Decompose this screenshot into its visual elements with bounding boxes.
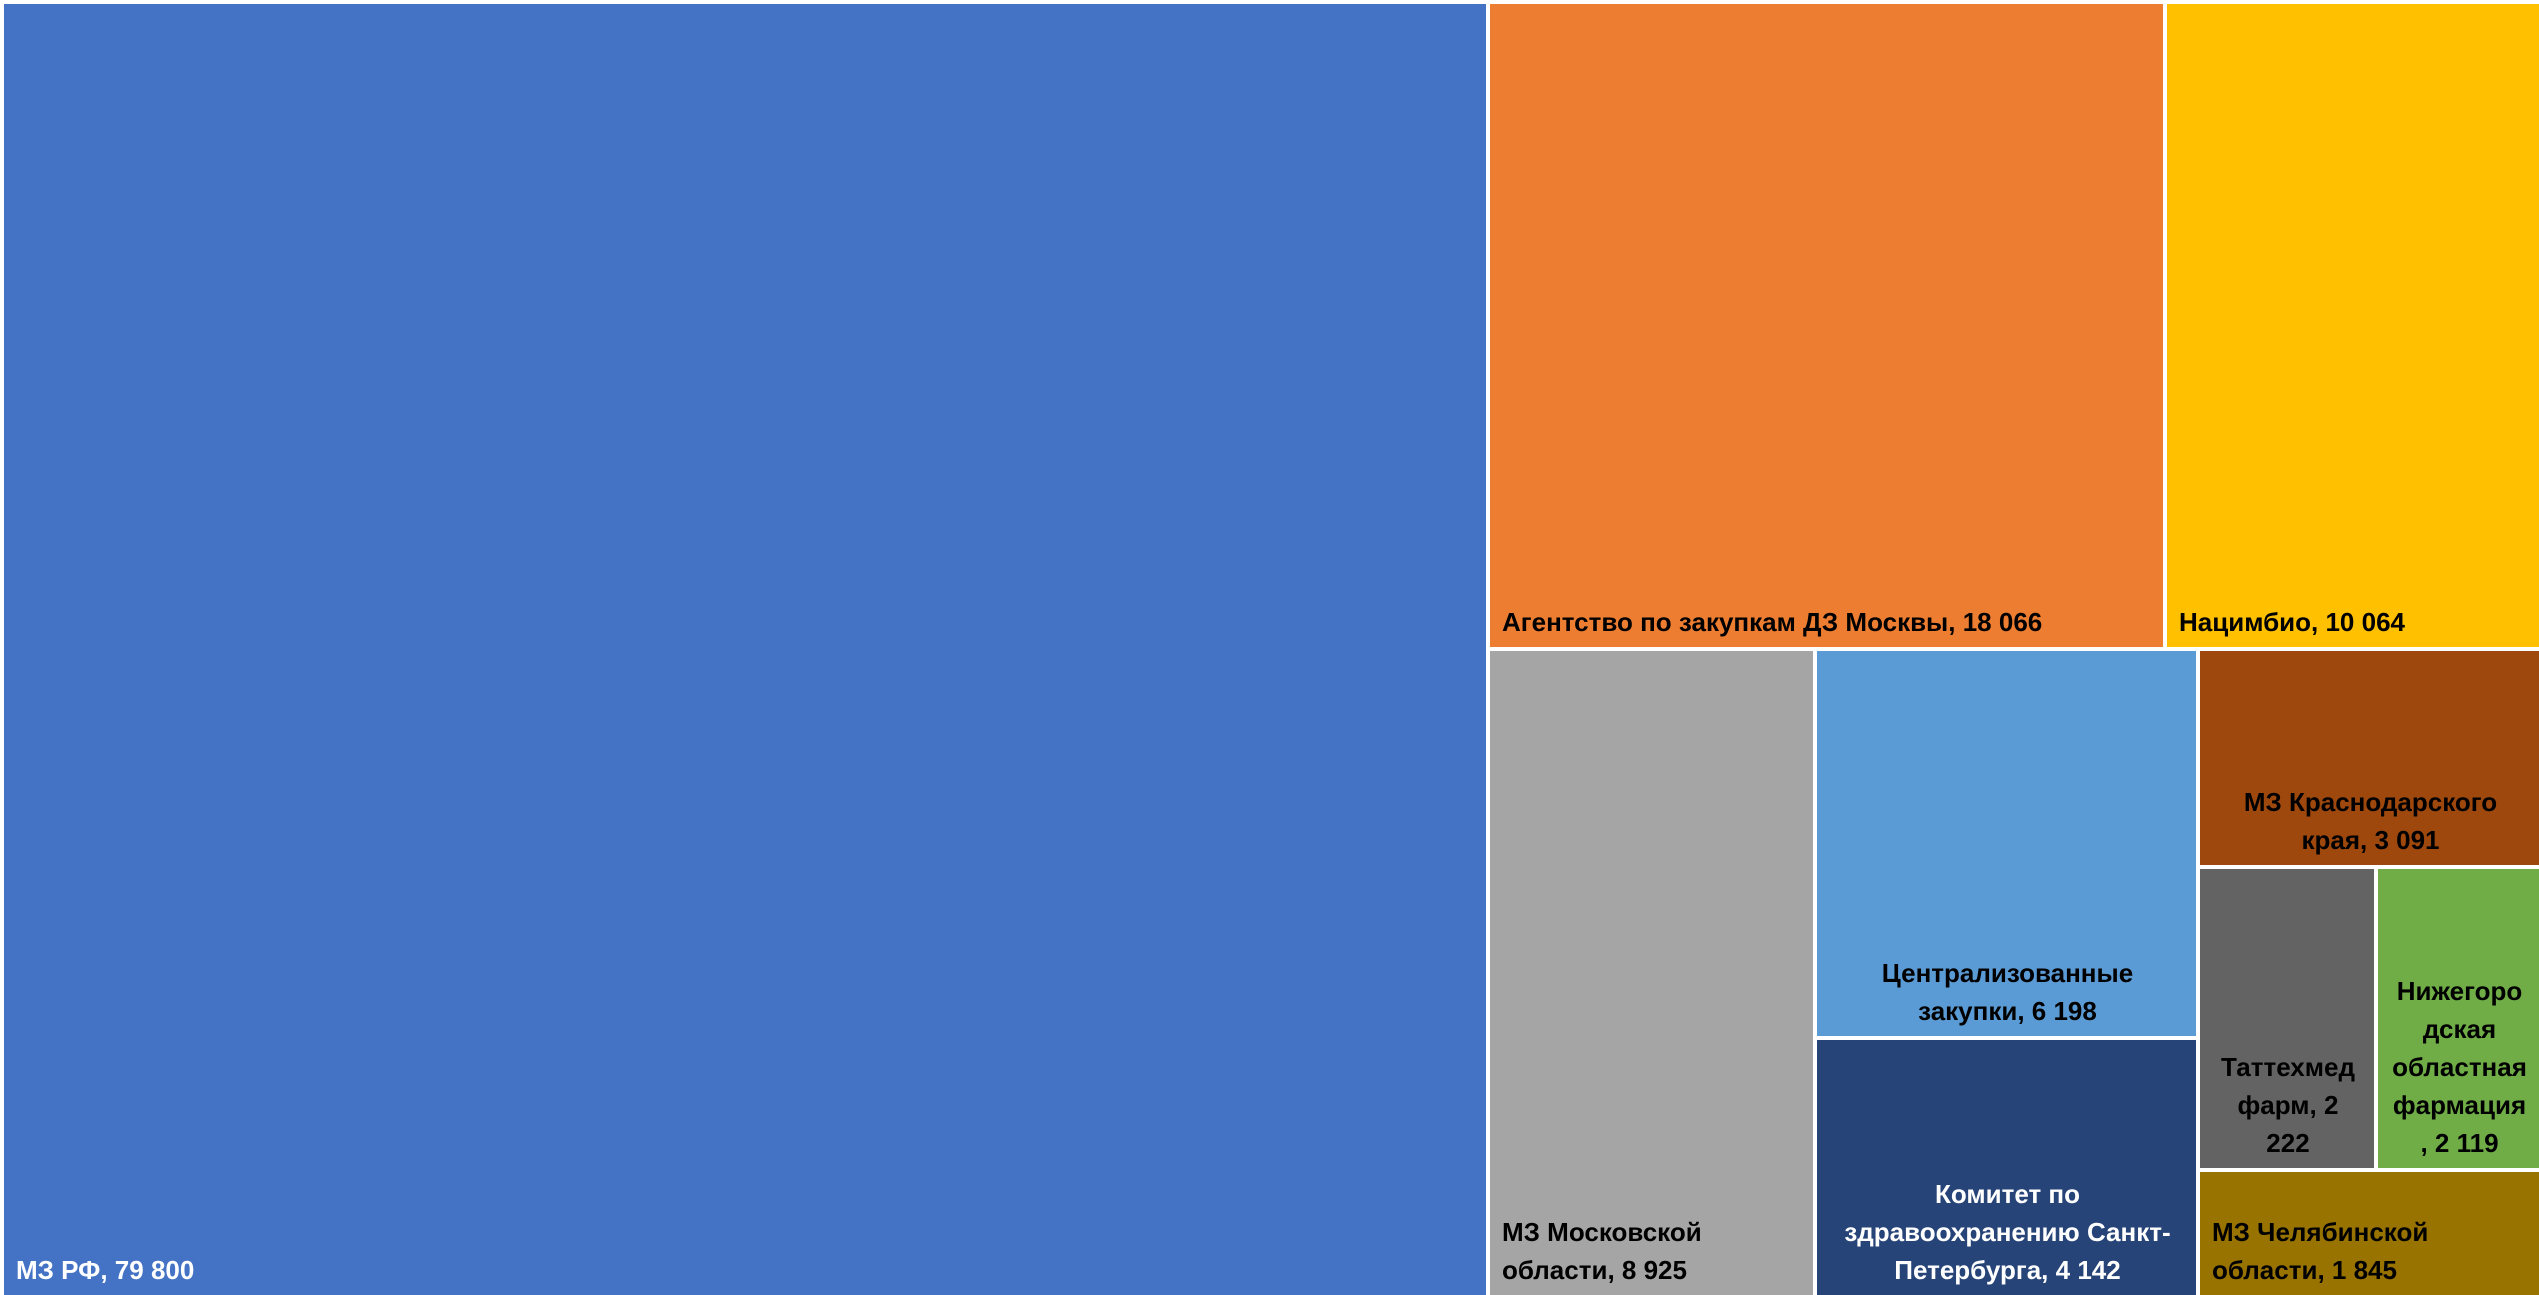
treemap-tile-label: Нижегоро дская областная фармация , 2 11… [2392,976,2527,1158]
treemap-tile: Централизованные закупки, 6 198 [1817,651,2196,1036]
treemap-tile-label: МЗ Краснодарского края, 3 091 [2243,787,2498,855]
treemap-tile: Нижегоро дская областная фармация , 2 11… [2378,869,2539,1168]
treemap-tile-label: Комитет по здравоохранению Санкт- Петерб… [1844,1179,2171,1285]
treemap-tile: МЗ Краснодарского края, 3 091 [2200,651,2539,865]
treemap-tile: Агентство по закупкам ДЗ Москвы, 18 066 [1490,4,2163,647]
treemap-tile-label: МЗ Челябинской области, 1 845 [2212,1217,2429,1285]
treemap-tile-label: Централизованные закупки, 6 198 [1881,958,2134,1026]
treemap-tile-label: Таттехмед фарм, 2 222 [2221,1052,2355,1158]
treemap-tile: Комитет по здравоохранению Санкт- Петерб… [1817,1040,2196,1295]
treemap-tile-label: МЗ РФ, 79 800 [16,1255,195,1285]
treemap-tile: Нацимбио, 10 064 [2167,4,2539,647]
treemap-tile-label: Нацимбио, 10 064 [2179,607,2405,637]
treemap-tile-label: МЗ Московской области, 8 925 [1502,1217,1702,1285]
treemap-tile: МЗ Челябинской области, 1 845 [2200,1172,2539,1295]
treemap-tile: МЗ Московской области, 8 925 [1490,651,1813,1295]
treemap-tile-label: Агентство по закупкам ДЗ Москвы, 18 066 [1502,607,2043,637]
treemap-tile: Таттехмед фарм, 2 222 [2200,869,2374,1168]
treemap-tile: МЗ РФ, 79 800 [4,4,1486,1295]
